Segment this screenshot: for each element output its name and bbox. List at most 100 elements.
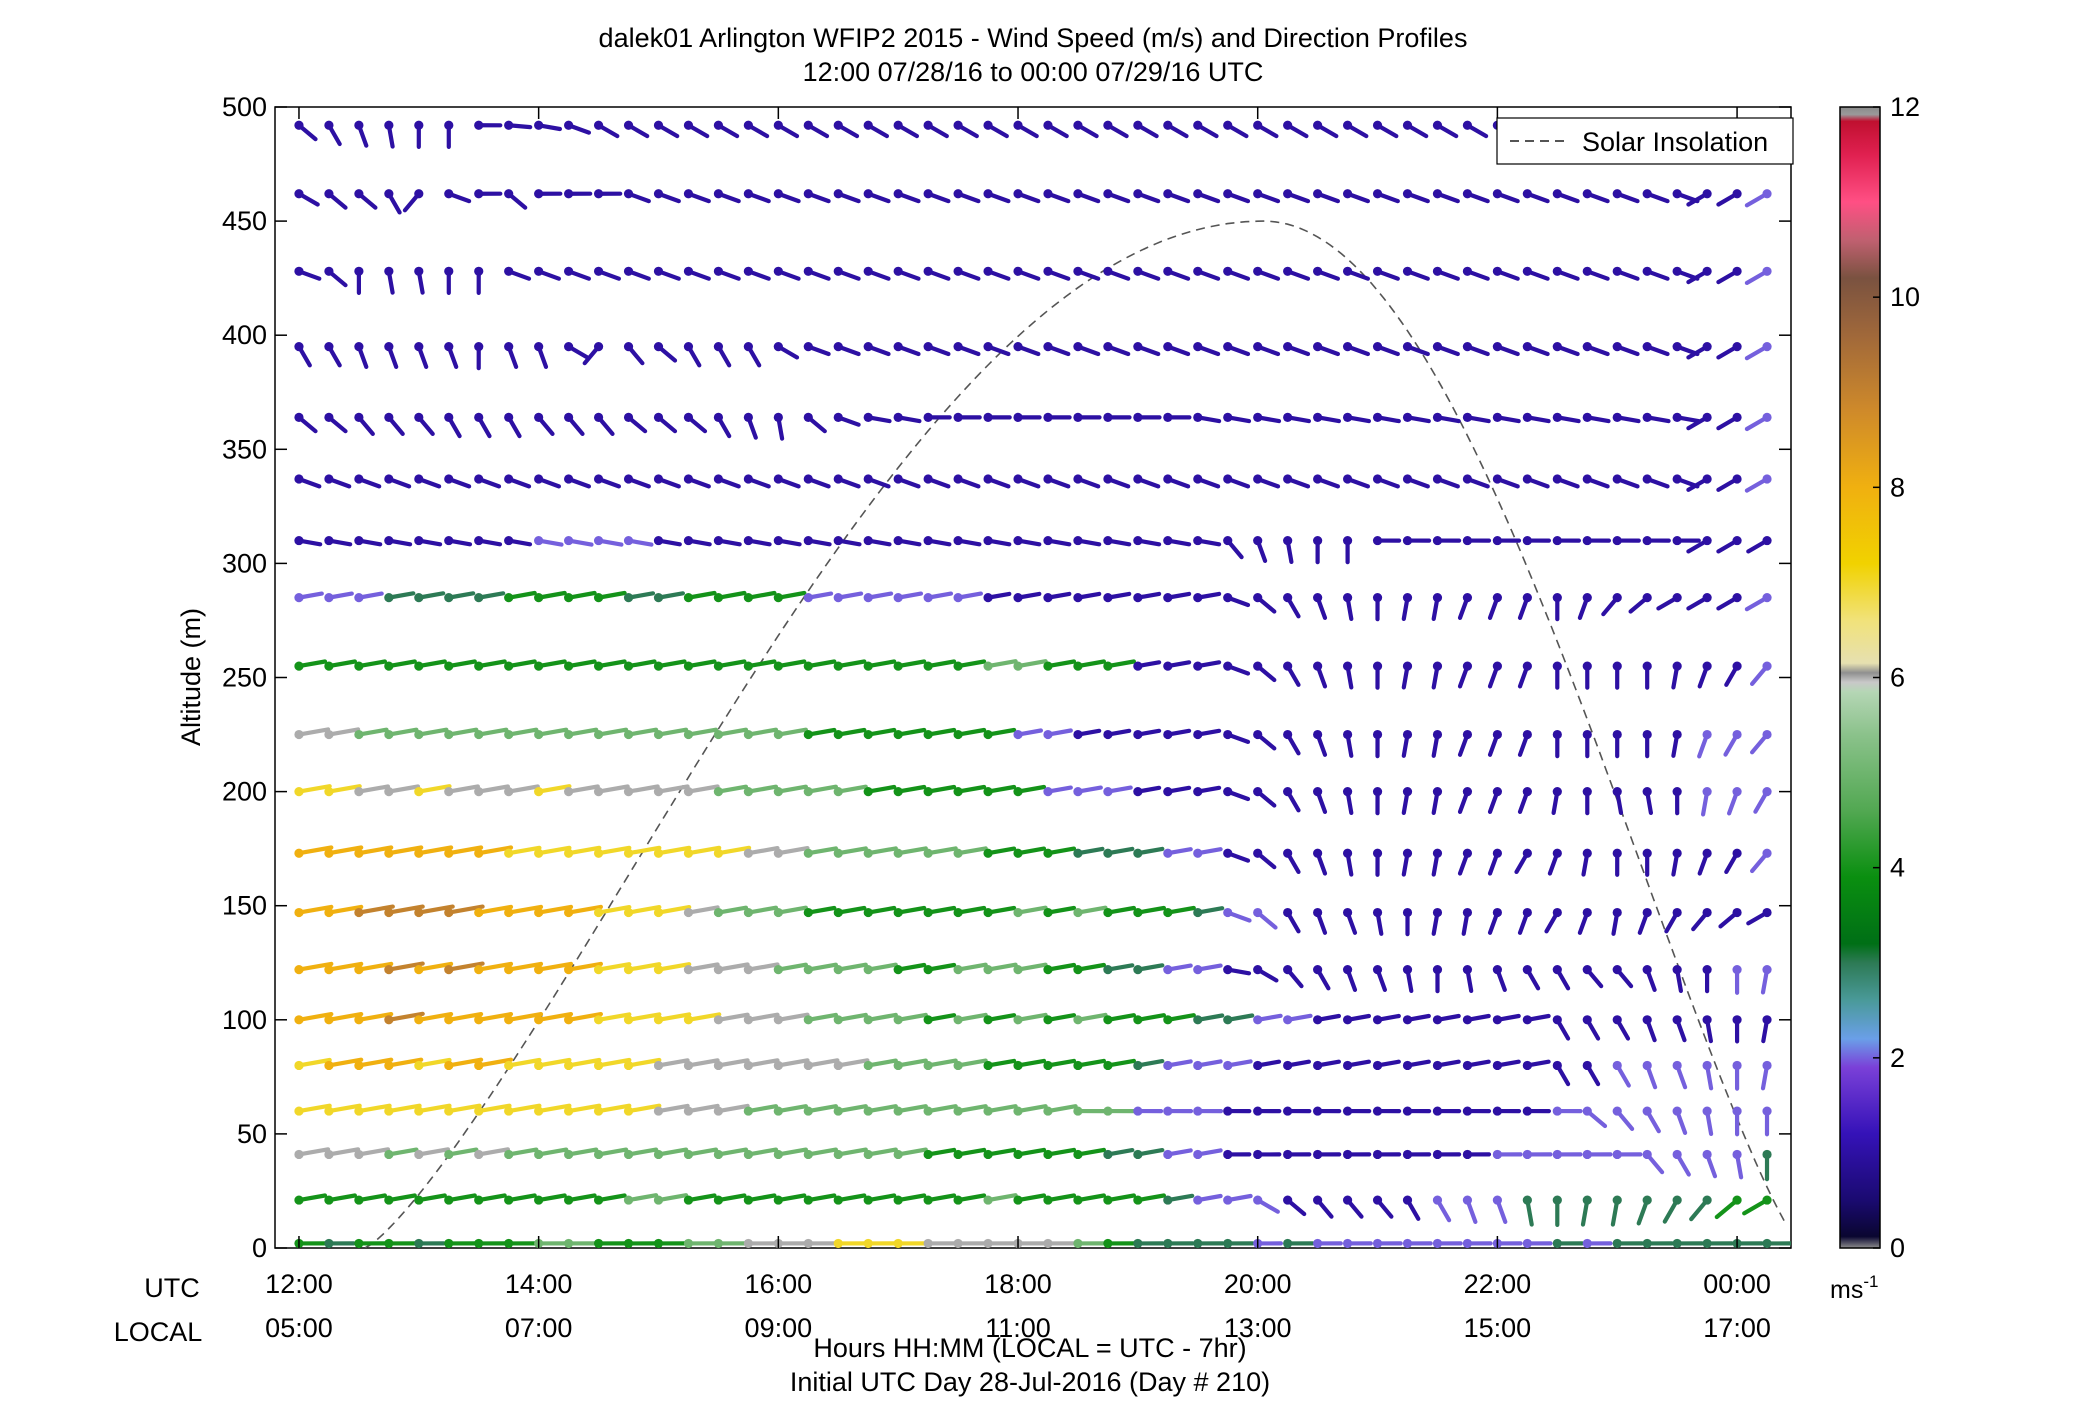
wind-barb	[743, 845, 780, 858]
wind-barb-shaft	[656, 1193, 689, 1203]
wind-barb-dot	[474, 787, 484, 797]
wind-barb-dot	[1432, 1238, 1443, 1248]
wind-barb-dot	[923, 848, 933, 858]
wind-barb	[1342, 907, 1358, 935]
wind-barb-dot	[1283, 907, 1293, 918]
wind-barb	[1372, 266, 1400, 281]
wind-barb	[923, 412, 952, 422]
wind-barb-dot	[1522, 189, 1532, 199]
wind-barb	[953, 412, 982, 422]
wind-barb-dot	[983, 593, 993, 603]
wind-barb	[593, 1057, 632, 1071]
wind-barb-dot	[1342, 848, 1353, 858]
wind-barb	[683, 845, 722, 858]
wind-barb	[414, 1103, 452, 1116]
wind-barb-dot	[1342, 1149, 1353, 1160]
wind-barb-dot	[833, 729, 843, 740]
x-tick-label-utc: 20:00	[1224, 1269, 1292, 1299]
wind-barb-dot	[653, 1195, 664, 1205]
wind-barb	[1253, 593, 1277, 614]
wind-barb-dot	[1253, 1106, 1263, 1116]
wind-barb-dot	[893, 1015, 903, 1025]
wind-barb	[773, 590, 807, 603]
wind-barb-dot	[1582, 266, 1592, 276]
wind-barb	[474, 1057, 514, 1071]
wind-barb-dot	[1163, 593, 1173, 603]
wind-barb	[1193, 342, 1221, 357]
wind-barb-dot	[1432, 120, 1443, 130]
wind-barb-dot	[444, 907, 454, 918]
wind-barb-dot	[1163, 729, 1173, 740]
wind-barb	[923, 591, 954, 603]
wind-barb-shaft	[476, 1103, 512, 1114]
wind-barb-dot	[1342, 535, 1353, 546]
wind-barb-dot	[414, 266, 424, 276]
wind-barb-dot	[564, 412, 574, 422]
wind-barb	[713, 590, 747, 603]
wind-barb	[1492, 342, 1520, 357]
wind-barb	[1462, 964, 1474, 994]
wind-barb-dot	[1642, 266, 1652, 276]
wind-barb-dot	[863, 412, 873, 422]
wind-barb-shaft	[416, 1057, 452, 1068]
wind-barb-dot	[1342, 474, 1353, 484]
wind-barb-dot	[743, 661, 753, 671]
wind-barb	[1283, 189, 1311, 204]
wind-barb-dot	[593, 1106, 604, 1116]
wind-barb-dot	[1552, 1015, 1562, 1025]
wind-barb-dot	[324, 848, 334, 858]
wind-barb-dot	[773, 1149, 783, 1160]
wind-barb-dot	[863, 729, 873, 740]
wind-barb-dot	[713, 787, 724, 797]
wind-barb	[1492, 266, 1520, 281]
wind-barb	[923, 342, 951, 357]
wind-barb	[1313, 1059, 1342, 1071]
wind-barb	[1671, 661, 1682, 690]
wind-barb-dot	[1642, 661, 1652, 671]
wind-barb-dot	[564, 266, 574, 276]
wind-barb-dot	[1103, 907, 1113, 918]
wind-barb-dot	[1193, 474, 1203, 484]
wind-barb-dot	[1372, 848, 1383, 858]
wind-barb	[743, 342, 762, 368]
wind-barb-dot	[564, 1149, 574, 1160]
wind-barb-dot	[593, 412, 604, 422]
wind-barb-dot	[1073, 535, 1083, 546]
wind-barb	[1103, 785, 1133, 797]
wind-barb-dot	[1253, 907, 1263, 918]
wind-barb	[1253, 964, 1279, 983]
wind-barb-dot	[1672, 1149, 1682, 1160]
wind-barb	[923, 846, 958, 858]
wind-barb	[1223, 593, 1251, 608]
wind-barb-dot	[384, 787, 394, 797]
wind-barb-dot	[1612, 189, 1622, 199]
wind-barb	[893, 342, 921, 357]
wind-barb	[923, 474, 951, 489]
wind-barb	[504, 189, 528, 210]
wind-barb-dot	[504, 907, 514, 918]
wind-barb-dot	[444, 412, 454, 422]
wind-barb	[953, 535, 982, 547]
wind-barb-shaft	[896, 1012, 928, 1022]
wind-barb-shaft	[626, 1012, 662, 1022]
wind-barb	[833, 1193, 867, 1205]
wind-barb-dot	[1313, 266, 1323, 276]
wind-barb	[743, 266, 771, 281]
wind-barb	[1401, 593, 1413, 622]
wind-barb-dot	[743, 729, 753, 740]
wind-barb-shaft	[386, 1011, 425, 1022]
wind-barb	[1402, 1059, 1431, 1071]
wind-barb	[1283, 593, 1301, 619]
wind-barb	[1686, 266, 1712, 285]
wind-barb-dot	[1492, 1149, 1502, 1160]
wind-barb-dot	[564, 1060, 574, 1071]
wind-barb-dot	[1103, 593, 1113, 603]
wind-barb-dot	[1372, 266, 1383, 276]
wind-barb-dot	[1043, 1015, 1053, 1025]
wind-barb-dot	[1552, 787, 1562, 797]
wind-barb	[1642, 189, 1670, 204]
wind-barb-dot	[1612, 1195, 1622, 1205]
wind-barb-dot	[593, 189, 604, 199]
wind-barb	[1163, 963, 1193, 975]
wind-barb	[1223, 474, 1251, 489]
